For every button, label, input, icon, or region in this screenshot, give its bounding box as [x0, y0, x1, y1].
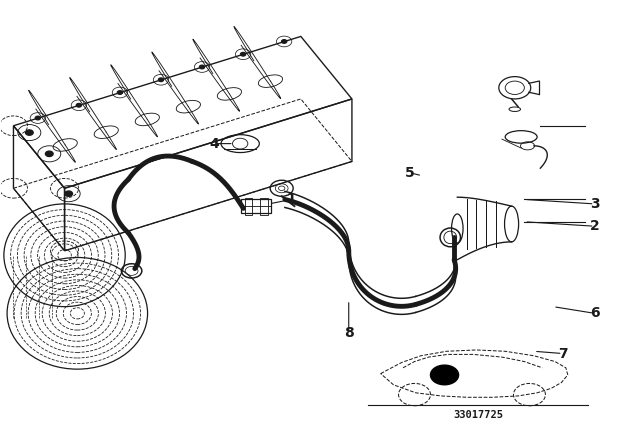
Circle shape: [117, 90, 122, 94]
Text: 2: 2: [589, 219, 600, 233]
Circle shape: [65, 191, 72, 196]
Bar: [260, 198, 268, 215]
Circle shape: [241, 52, 246, 56]
Text: 33017725: 33017725: [453, 410, 504, 420]
Circle shape: [282, 40, 287, 43]
Text: 1: 1: [286, 193, 296, 207]
Text: 8: 8: [344, 327, 354, 340]
Circle shape: [26, 130, 33, 135]
Circle shape: [200, 65, 205, 69]
Text: 5: 5: [404, 166, 414, 180]
Circle shape: [35, 116, 40, 120]
Circle shape: [159, 78, 164, 82]
Circle shape: [76, 103, 81, 107]
Text: 7: 7: [558, 346, 568, 361]
Bar: [241, 199, 271, 213]
Bar: [244, 198, 252, 215]
Text: 6: 6: [590, 306, 600, 320]
Circle shape: [431, 365, 459, 385]
Text: 3: 3: [590, 197, 600, 211]
Text: 4: 4: [210, 137, 220, 151]
Circle shape: [45, 151, 53, 156]
